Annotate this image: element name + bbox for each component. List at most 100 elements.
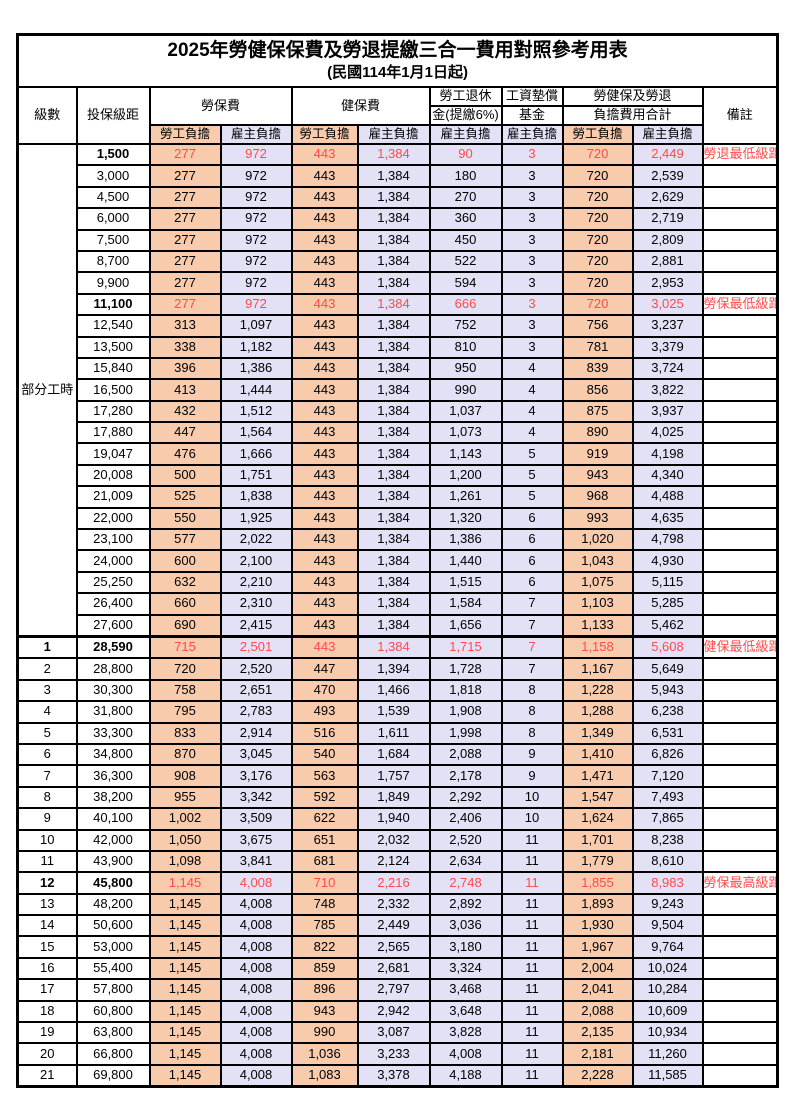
cell-total-employer: 7,120	[631, 764, 704, 788]
cell-labor-employer: 972	[219, 164, 293, 188]
cell-pension-employer: 522	[428, 249, 503, 274]
cell-pension-employer: 752	[428, 314, 503, 338]
cell-labor-employer: 972	[219, 249, 293, 274]
cell-health-employee: 443	[290, 485, 359, 509]
cell-total-employee: 2,041	[561, 978, 634, 1002]
remark-cell	[701, 570, 779, 595]
table-row: 21,009 525 1,838 443 1,384 1,261 5 968 4,488	[18, 485, 779, 509]
cell-pension-employer: 360	[428, 207, 503, 231]
cell-pension-employer: 1,728	[428, 657, 503, 681]
bracket-cell: 26,400	[75, 592, 151, 616]
cell-pension-employer: 950	[428, 356, 503, 381]
table-row: 3,000 277 972 443 1,384 180 3 720 2,539	[18, 164, 779, 188]
cell-labor-employer: 2,210	[219, 570, 293, 595]
bracket-cell: 28,800	[75, 657, 151, 681]
cell-wage-fund-employer: 11	[500, 871, 564, 895]
remark-cell	[701, 613, 779, 638]
cell-total-employee: 1,624	[561, 807, 634, 831]
cell-total-employer: 10,284	[631, 978, 704, 1002]
cell-wage-fund-employer: 5	[500, 442, 564, 466]
remark-cell	[701, 164, 779, 188]
cell-labor-employer: 1,512	[219, 399, 293, 424]
cell-total-employee: 1,167	[561, 657, 634, 681]
cell-health-employer: 1,384	[356, 185, 431, 210]
bracket-cell: 6,000	[75, 207, 151, 231]
bracket-cell: 43,900	[75, 849, 151, 874]
cell-wage-fund-employer: 3	[500, 271, 564, 295]
cell-health-employer: 1,384	[356, 613, 431, 638]
cell-wage-fund-employer: 11	[500, 1063, 564, 1088]
cell-total-employer: 4,798	[631, 528, 704, 552]
cell-total-employee: 1,701	[561, 828, 634, 852]
table-row: 2 28,800 720 2,520 447 1,394 1,728 7 1,167 5,649	[16, 657, 779, 681]
cell-labor-employer: 2,520	[219, 657, 293, 681]
cell-health-employee: 470	[290, 678, 359, 703]
cell-labor-employee: 277	[148, 142, 222, 167]
cell-total-employer: 10,934	[631, 1020, 704, 1045]
bracket-cell: 38,200	[75, 785, 151, 810]
cell-labor-employee: 1,145	[148, 1020, 222, 1045]
cell-health-employee: 443	[290, 421, 359, 445]
cell-total-employer: 2,953	[631, 271, 704, 295]
cell-health-employer: 1,384	[356, 592, 431, 616]
cell-total-employee: 720	[561, 228, 634, 252]
cell-pension-employer: 2,634	[428, 849, 503, 874]
cell-health-employer: 1,384	[356, 634, 431, 660]
cell-labor-employer: 3,841	[219, 849, 293, 874]
cell-health-employee: 443	[290, 378, 359, 402]
cell-pension-employer: 1,143	[428, 442, 503, 466]
cell-labor-employer: 2,415	[219, 613, 293, 638]
cell-labor-employee: 550	[148, 506, 222, 531]
cell-total-employee: 1,471	[561, 764, 634, 788]
page-title: 2025年勞健保保費及勞退提繳三合一費用對照參考用表	[167, 40, 628, 62]
cell-labor-employer: 1,386	[219, 356, 293, 381]
cell-health-employee: 443	[290, 335, 359, 359]
cell-health-employee: 651	[290, 828, 359, 852]
cell-labor-employer: 3,675	[219, 828, 293, 852]
cell-labor-employee: 1,050	[148, 828, 222, 852]
remark-cell	[701, 721, 779, 745]
table-row: 4 31,800 795 2,783 493 1,539 1,908 8 1,288 6,238	[16, 700, 779, 724]
cell-labor-employee: 690	[148, 613, 222, 638]
bracket-cell: 11,100	[75, 292, 151, 317]
cell-pension-employer: 1,908	[428, 700, 503, 724]
header-pension-line1: 勞工退休	[428, 86, 503, 107]
bracket-cell: 17,280	[75, 399, 151, 424]
cell-total-employee: 1,158	[561, 634, 634, 660]
cell-total-employee: 1,228	[561, 678, 634, 703]
cell-health-employer: 1,384	[356, 528, 431, 552]
table-row: 7 36,300 908 3,176 563 1,757 2,178 9 1,471 7,120	[16, 764, 779, 788]
cell-pension-employer: 3,324	[428, 956, 503, 981]
cell-pension-employer: 270	[428, 185, 503, 210]
cell-health-employer: 2,332	[356, 892, 431, 917]
cell-health-employer: 3,087	[356, 1020, 431, 1045]
level-cell: 17	[16, 978, 78, 1002]
cell-labor-employer: 1,666	[219, 442, 293, 466]
level-cell: 11	[16, 849, 78, 874]
cell-total-employer: 10,024	[631, 956, 704, 981]
bracket-cell: 60,800	[75, 999, 151, 1024]
cell-pension-employer: 1,715	[428, 634, 503, 660]
remark-cell	[701, 999, 779, 1024]
cell-wage-fund-employer: 3	[500, 335, 564, 359]
cell-labor-employer: 972	[219, 228, 293, 252]
fee-table: 2025年勞健保保費及勞退提繳三合一費用對照參考用表 (民國114年1月1日起)…	[16, 33, 780, 1089]
cell-total-employer: 8,983	[631, 871, 704, 895]
bracket-cell: 31,800	[75, 700, 151, 724]
cell-pension-employer: 2,406	[428, 807, 503, 831]
cell-health-employee: 443	[290, 185, 359, 210]
cell-total-employer: 9,243	[631, 892, 704, 917]
cell-total-employer: 3,822	[631, 378, 704, 402]
subheader-health-employer: 雇主負擔	[356, 124, 431, 145]
remark-cell: 勞保最高級距	[701, 871, 779, 895]
table-row: 16 55,400 1,145 4,008 859 2,681 3,324 11 2,004 10…	[16, 956, 779, 981]
cell-health-employee: 896	[290, 978, 359, 1002]
cell-total-employer: 11,260	[631, 1042, 704, 1066]
subheader-labor-employee: 勞工負擔	[148, 124, 222, 145]
bracket-cell: 30,300	[75, 678, 151, 703]
cell-total-employee: 993	[561, 506, 634, 531]
remark-cell	[701, 785, 779, 810]
bracket-cell: 4,500	[75, 185, 151, 210]
cell-health-employer: 1,384	[356, 463, 431, 488]
bracket-cell: 25,250	[75, 570, 151, 595]
